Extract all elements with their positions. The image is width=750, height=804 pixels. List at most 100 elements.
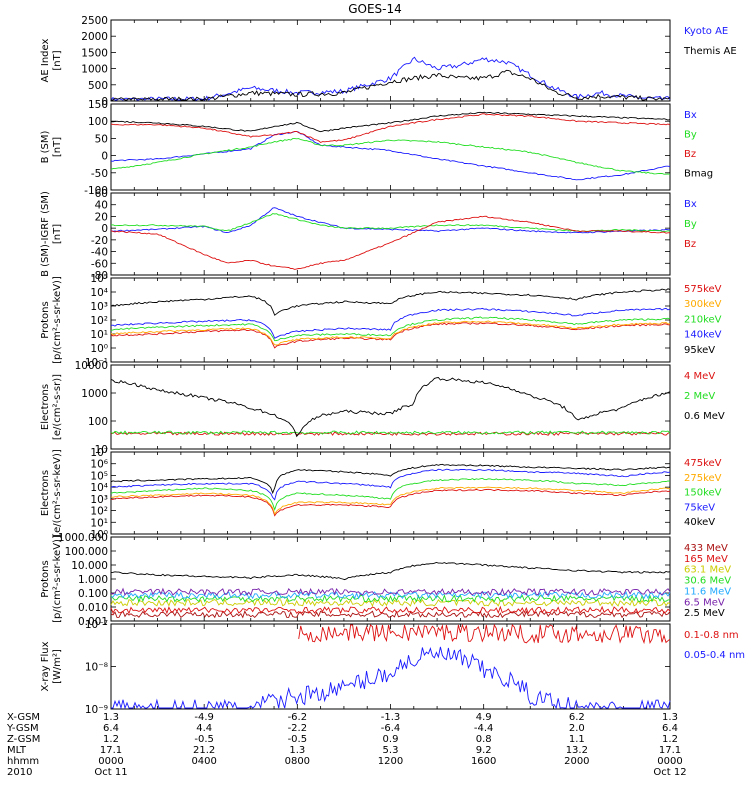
y-tick-label: 1000 <box>81 388 108 400</box>
footer-value: 5.3 <box>383 745 399 756</box>
y-tick-label: 10¹ <box>90 517 108 529</box>
footer-value: -6.2 <box>288 712 308 723</box>
y-tick-label: 1000 <box>81 64 108 76</box>
y-tick-label: -50 <box>91 168 108 180</box>
y-axis-label: [W/m²] <box>52 649 63 684</box>
legend-entry: 30.6 MeV <box>684 576 731 587</box>
legend-entry: 575keV <box>684 284 722 295</box>
series-line <box>110 320 670 346</box>
y-tick-label: 10 <box>95 444 108 456</box>
footer-value: 6.4 <box>103 723 119 734</box>
panel-frame <box>110 623 671 710</box>
y-tick-label: 0.100 <box>78 588 108 600</box>
y-tick-label: 10⁻⁹ <box>85 704 108 716</box>
footer-value: 9.2 <box>476 745 492 756</box>
footer-row-label: 2010 <box>7 767 32 778</box>
footer-value: -4.9 <box>194 712 214 723</box>
footer-value: 4.9 <box>476 712 492 723</box>
legend-entry: By <box>684 219 697 230</box>
y-tick-label: 50 <box>95 133 108 145</box>
y-tick-label: 100.000 <box>65 546 108 558</box>
footer-value: 1.3 <box>662 712 678 723</box>
footer-row-label: MLT <box>7 745 27 756</box>
y-axis-label: B (SM)-IGRF (SM) <box>40 191 51 277</box>
y-tick-label: 60 <box>95 188 108 200</box>
y-tick-label: -80 <box>91 270 108 282</box>
legend-entry: 4 MeV <box>684 371 715 382</box>
legend-entry: 6.5 MeV <box>684 597 725 608</box>
y-tick-label: 10⁵ <box>90 273 108 285</box>
y-axis-label: [e/(cm²-s-sr)] <box>52 374 63 440</box>
series-line <box>110 213 671 232</box>
legend-entry: Bx <box>684 199 697 210</box>
series-line <box>110 307 671 339</box>
y-axis-label: Protons <box>40 560 51 597</box>
series-line <box>110 207 671 234</box>
y-tick-label: 10³ <box>90 301 108 313</box>
y-tick-label: -60 <box>91 258 108 270</box>
y-tick-label: 150 <box>88 99 108 111</box>
legend-entry: 300keV <box>684 299 722 310</box>
legend-entry: 2 MeV <box>684 391 715 402</box>
panel-frame <box>110 192 671 276</box>
footer-value: 21.2 <box>193 745 215 756</box>
y-tick-label: 10⁷ <box>90 447 108 459</box>
legend-entry: 2.5 MeV <box>684 608 725 619</box>
legend-entry: Bmag <box>684 169 713 180</box>
y-tick-label: 1.000 <box>78 574 108 586</box>
footer-value: -6.4 <box>381 723 401 734</box>
footer-value: 1200 <box>378 756 403 767</box>
series-line <box>110 288 671 316</box>
series-line <box>110 610 671 619</box>
footer-value: -0.5 <box>288 734 308 745</box>
series-line <box>110 591 671 600</box>
legend-entry: 475keV <box>684 458 722 469</box>
footer-value: 2.0 <box>569 723 585 734</box>
series-line <box>298 623 671 645</box>
y-tick-label: 10⁵ <box>90 470 108 482</box>
series-line <box>111 646 671 710</box>
series-line <box>110 562 671 581</box>
y-tick-label: 100 <box>88 116 108 128</box>
y-tick-label: 0.001 <box>78 616 108 628</box>
footer-value: -1.3 <box>381 712 401 723</box>
series-line <box>110 316 671 342</box>
footer-value: 6.4 <box>662 723 678 734</box>
y-tick-label: 40 <box>95 200 108 212</box>
panel-frame <box>110 19 671 102</box>
y-axis-label: [nT] <box>52 50 63 70</box>
series-line <box>110 113 671 144</box>
series-line <box>110 463 671 495</box>
legend-entry: 40keV <box>684 517 715 528</box>
panel-frame <box>110 364 671 450</box>
y-axis-label: [e/(cm²-s-sr-keV)] <box>52 449 63 537</box>
y-tick-label: 1000.000 <box>58 532 108 544</box>
y-tick-label: 500 <box>88 80 108 92</box>
y-tick-label: 10⁻⁸ <box>85 662 108 674</box>
y-tick-label: 20 <box>95 211 108 223</box>
legend-entry: 165 MeV <box>684 554 728 565</box>
legend-entry: 63.1 MeV <box>684 565 731 576</box>
footer-value: 1.3 <box>289 745 305 756</box>
y-tick-label: 0.010 <box>78 602 108 614</box>
footer-value: 0.8 <box>476 734 492 745</box>
y-axis-label: [nT] <box>52 137 63 157</box>
series-line <box>110 468 671 501</box>
y-axis-label: AE Index <box>40 38 51 82</box>
y-tick-label: 10⁰ <box>90 529 108 541</box>
legend-entry: 75keV <box>684 502 715 513</box>
y-tick-label: 10² <box>90 506 108 518</box>
legend-entry: 95keV <box>684 345 715 356</box>
footer-value: -2.2 <box>288 723 308 734</box>
y-tick-label: 100 <box>88 416 108 428</box>
y-tick-label: 2500 <box>81 15 108 27</box>
footer-value: 0.9 <box>383 734 399 745</box>
series-line <box>110 377 671 438</box>
legend-entry: 140keV <box>684 330 722 341</box>
panel-frame <box>110 277 671 363</box>
y-axis-label: [nT] <box>52 224 63 244</box>
footer-value: 1600 <box>471 756 496 767</box>
footer-value: 4.4 <box>196 723 212 734</box>
legend-entry: Themis AE <box>683 46 737 57</box>
